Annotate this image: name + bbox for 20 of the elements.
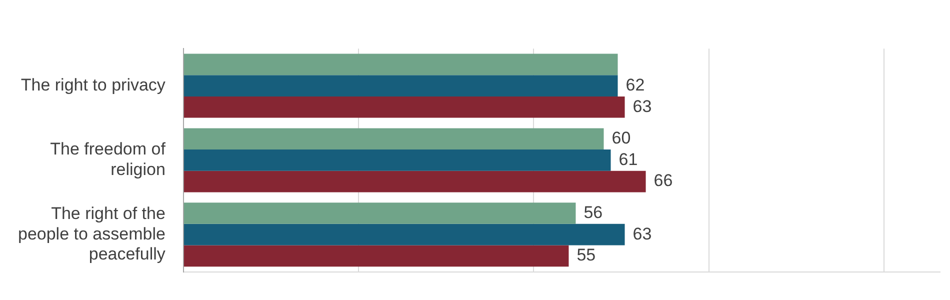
bar [184,128,604,150]
bar [184,170,646,192]
y-tick-label: The right of the people to assemble peacefully [18,204,166,264]
bar [184,245,569,267]
data-label: 60 [612,128,631,148]
data-label: 62 [626,75,645,94]
bar [184,202,576,224]
bar [184,75,618,96]
bar [184,150,611,171]
data-label: 66 [654,171,673,190]
data-label: 55 [576,246,596,265]
y-tick-label: The freedom of religion [50,140,166,180]
bar [184,54,618,76]
data-label: 61 [618,150,638,169]
y-tick-label: The right to privacy [20,75,166,94]
data-label: 63 [632,224,652,244]
data-label: 63 [632,96,652,116]
bar [184,224,625,246]
bar [184,96,625,118]
data-label: 56 [584,202,603,222]
